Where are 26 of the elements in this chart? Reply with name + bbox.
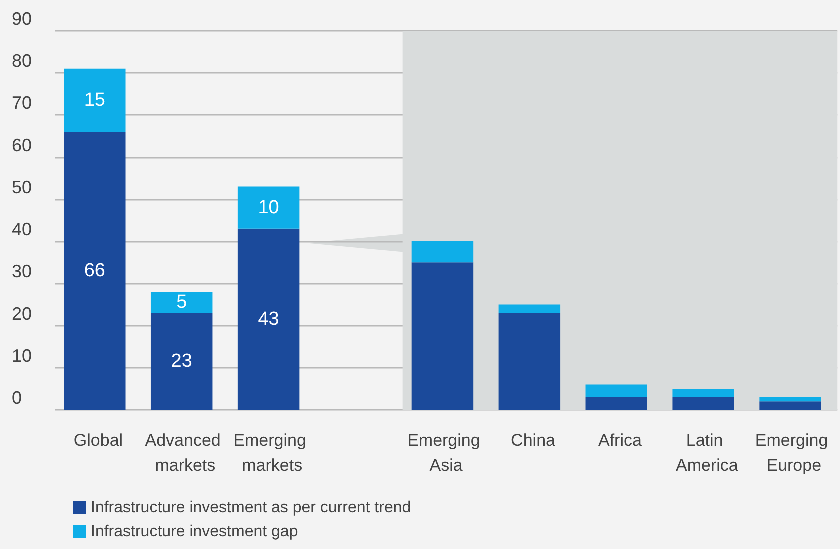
y-tick-label: 30: [12, 262, 32, 282]
legend-label: Infrastructure investment as per current trend: [91, 500, 412, 516]
y-tick-label: 70: [12, 93, 32, 114]
y-tick-label: 0: [12, 388, 22, 408]
x-tick-label: Emerging markets: [234, 431, 312, 475]
x-tick-label: Advanced markets: [145, 431, 226, 475]
x-tick-label: Latin America: [676, 431, 739, 475]
y-tick-label: 20: [12, 304, 32, 324]
y-tick-label: 50: [12, 177, 32, 198]
data-label: 66: [84, 260, 106, 282]
x-tick-label: China: [511, 431, 556, 450]
y-tick-label: 80: [12, 51, 32, 72]
y-tick-label: 10: [12, 346, 32, 366]
y-tick-label: 60: [12, 135, 32, 156]
data-label: 15: [84, 90, 106, 111]
data-label: 5: [176, 292, 188, 314]
data-label: 23: [171, 351, 192, 372]
y-tick-label: 90: [12, 9, 32, 29]
data-label: 10: [258, 197, 280, 218]
legend-label: Infrastructure investment gap: [91, 524, 298, 540]
data-label: 43: [258, 308, 280, 330]
x-tick-label: Emerging Asia: [408, 431, 486, 475]
x-tick-label: Emerging Europe: [755, 431, 833, 475]
x-tick-label: Global: [74, 431, 124, 450]
x-tick-label: Africa: [598, 431, 642, 450]
y-tick-label: 40: [12, 220, 32, 240]
